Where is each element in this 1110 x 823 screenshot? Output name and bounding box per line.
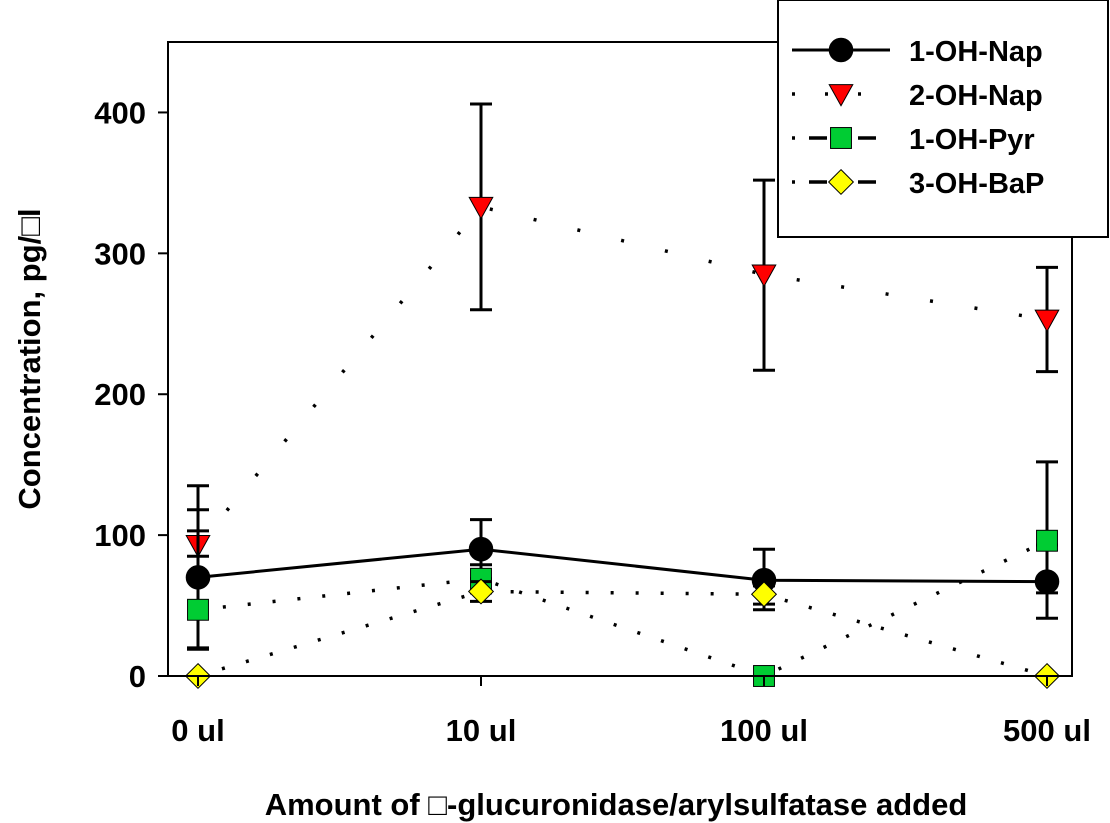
- series-layer: [184, 102, 1061, 690]
- data-point: [1034, 309, 1060, 333]
- data-point: [468, 536, 494, 562]
- series-line: [197, 539, 1048, 678]
- data-point: [751, 264, 777, 288]
- data-point: [467, 578, 495, 605]
- legend-label: 2-OH-Nap: [909, 80, 1043, 112]
- series-1-OH-Pyr: [187, 460, 1058, 687]
- data-point: [187, 598, 209, 621]
- legend-marker: [830, 127, 852, 149]
- x-axis-title: Amount of □-glucuronidase/arylsulfatase …: [265, 787, 968, 822]
- y-tick-label: 200: [94, 377, 146, 412]
- y-tick-label: 100: [94, 518, 146, 553]
- series-line: [197, 589, 1048, 678]
- legend: 1-OH-Nap 2-OH-Nap 1-OH-Pyr 3-OH-BaP: [777, 0, 1109, 238]
- legend-box: [777, 0, 1109, 238]
- x-tick-label: 10 ul: [446, 713, 517, 748]
- plot-area-frame: [167, 41, 1073, 677]
- y-tick-label: 0: [129, 659, 146, 694]
- y-axis: 0 100 200 300 400: [94, 95, 168, 694]
- legend-marker: [827, 168, 855, 196]
- y-tick-label: 300: [94, 236, 146, 271]
- legend-label: 1-OH-Pyr: [909, 124, 1035, 156]
- series-line: [196, 204, 1048, 547]
- legend-marker: [828, 37, 854, 63]
- data-point: [468, 196, 494, 220]
- legend-label: 3-OH-BaP: [909, 168, 1044, 200]
- legend-label: 1-OH-Nap: [909, 36, 1043, 68]
- y-axis-title: Concentration, pg/□l: [12, 208, 47, 509]
- legend-marker: [828, 84, 854, 107]
- data-point: [750, 581, 778, 608]
- x-axis: 0 ul 10 ul 100 ul 500 ul: [171, 676, 1091, 748]
- x-tick-label: 500 ul: [1003, 713, 1091, 748]
- y-tick-label: 400: [94, 95, 146, 130]
- series-line: [197, 547, 1048, 584]
- series-3-OH-BaP: [184, 578, 1061, 690]
- x-tick-label: 100 ul: [720, 713, 808, 748]
- series-1-OH-Nap: [185, 508, 1060, 650]
- x-tick-label: 0 ul: [171, 713, 224, 748]
- data-point: [1036, 529, 1058, 552]
